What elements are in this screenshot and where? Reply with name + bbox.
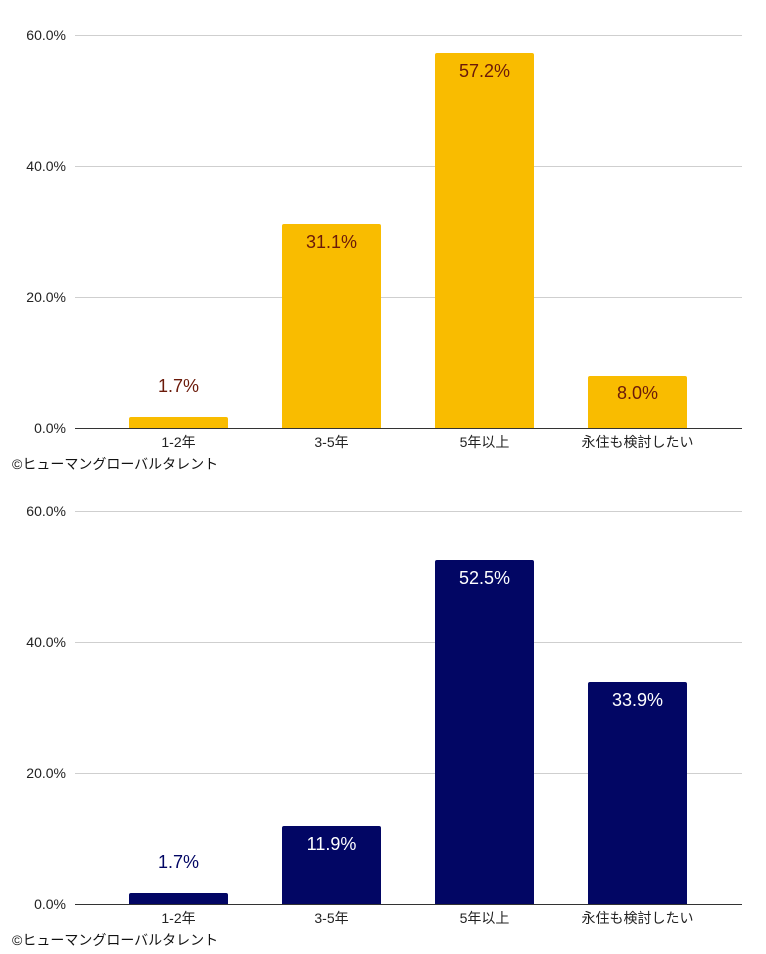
value-label: 33.9% xyxy=(611,690,664,710)
bar-5-plus-years xyxy=(435,560,534,904)
x-label: 永住も検討したい xyxy=(581,910,694,926)
x-label: 3-5年 xyxy=(314,910,349,926)
bar-permanent-residence xyxy=(588,376,687,428)
x-label: 1-2年 xyxy=(161,434,196,450)
x-label: 1-2年 xyxy=(161,910,196,926)
gridline-20 xyxy=(75,773,742,774)
value-label: 1.7% xyxy=(157,852,200,872)
y-tick-0: 0.0% xyxy=(34,420,66,436)
gridline-60 xyxy=(75,511,742,512)
bar-5-plus-years xyxy=(435,53,534,428)
x-label: 5年以上 xyxy=(459,910,510,926)
bar-1-2-years xyxy=(129,893,228,904)
x-axis-line xyxy=(75,428,742,429)
bar-3-5-years xyxy=(282,224,381,428)
gridline-40 xyxy=(75,642,742,643)
gridline-40 xyxy=(75,166,742,167)
bar-permanent-residence xyxy=(588,682,687,904)
y-tick-60: 60.0% xyxy=(26,27,66,43)
y-tick-60: 60.0% xyxy=(26,503,66,519)
x-label: 5年以上 xyxy=(459,434,510,450)
value-label: 11.9% xyxy=(306,834,357,854)
y-tick-0: 0.0% xyxy=(34,896,66,912)
gridline-60 xyxy=(75,35,742,36)
gridline-20 xyxy=(75,297,742,298)
y-tick-20: 20.0% xyxy=(26,765,66,781)
y-tick-40: 40.0% xyxy=(26,634,66,650)
value-label: 31.1% xyxy=(305,232,358,252)
copyright-credit: ©ヒューマングローバルタレント xyxy=(12,456,219,472)
x-label: 永住も検討したい xyxy=(581,434,694,450)
y-tick-40: 40.0% xyxy=(26,158,66,174)
value-label: 57.2% xyxy=(458,61,511,81)
y-tick-20: 20.0% xyxy=(26,289,66,305)
value-label: 8.0% xyxy=(616,383,659,403)
chart-1: 60.0% 40.0% 20.0% 0.0% 1.7% 31.1% 57.2% … xyxy=(12,27,742,472)
bar-1-2-years xyxy=(129,417,228,428)
value-label: 52.5% xyxy=(458,568,511,588)
value-label: 1.7% xyxy=(157,376,200,396)
copyright-credit: ©ヒューマングローバルタレント xyxy=(12,932,219,948)
x-axis-line xyxy=(75,904,742,905)
x-label: 3-5年 xyxy=(314,434,349,450)
bar-3-5-years xyxy=(282,826,381,904)
